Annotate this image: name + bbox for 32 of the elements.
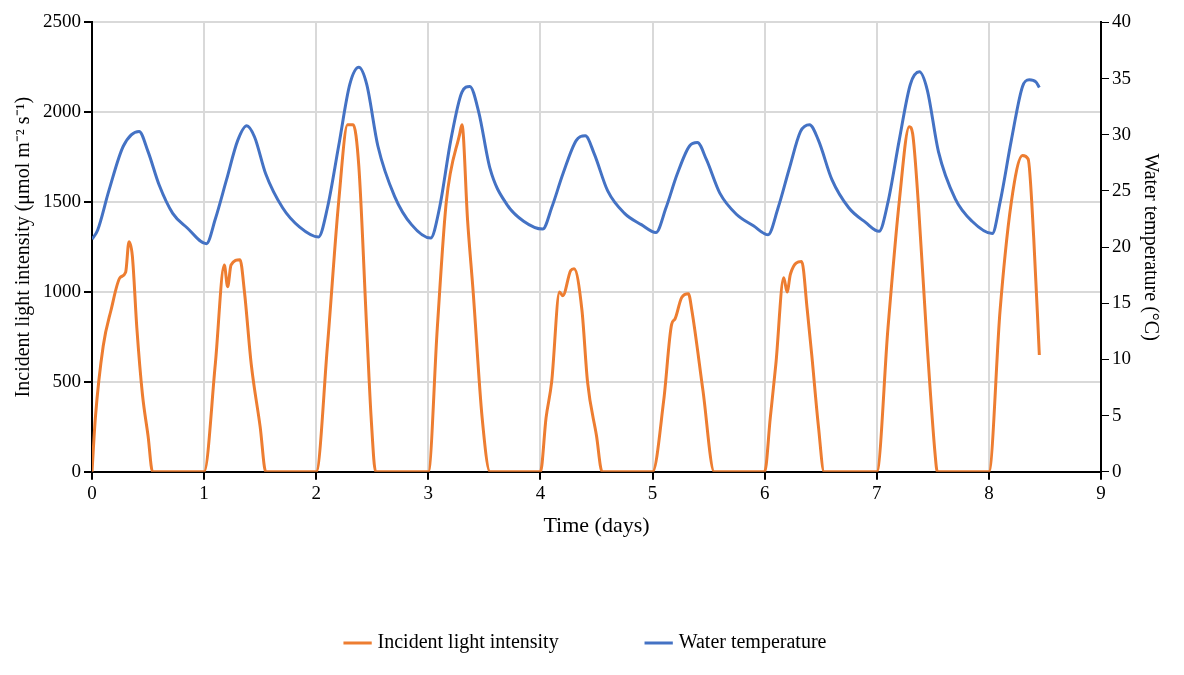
x-tick-label: 6 [759, 482, 770, 504]
x-axis-title: Time (days) [543, 511, 650, 537]
y2-tick-label: 25 [1112, 178, 1131, 200]
x-tick-label: 3 [423, 482, 434, 504]
y2-tick-label: 5 [1112, 403, 1122, 425]
x-tick-label: 5 [647, 482, 658, 504]
x-tick-label: 9 [1096, 482, 1106, 504]
x-tick-label: 8 [984, 482, 994, 504]
x-tick-label: 2 [311, 482, 321, 504]
y2-tick-label: 40 [1112, 10, 1131, 32]
y2-tick-label: 20 [1112, 235, 1131, 257]
y-tick-label: 2000 [43, 100, 81, 122]
y-tick-label: 2500 [43, 10, 81, 32]
y2-tick-label: 10 [1112, 347, 1131, 369]
y2-axis-title: Water temperature (°C) [1139, 153, 1163, 341]
y2-tick-label: 0 [1112, 459, 1122, 481]
legend-label: Incident light intensity [377, 630, 559, 654]
legend-label: Water temperature [678, 630, 827, 654]
y-tick-label: 1500 [43, 190, 81, 212]
y2-tick-label: 30 [1112, 122, 1131, 144]
y-tick-label: 500 [52, 369, 81, 391]
x-tick-label: 0 [87, 482, 97, 504]
x-tick-label: 7 [872, 482, 882, 504]
y2-tick-label: 15 [1112, 291, 1131, 313]
x-tick-label: 1 [199, 482, 209, 504]
line-series [92, 65, 1041, 246]
x-tick-label: 4 [535, 482, 546, 504]
y-tick-label: 0 [71, 459, 81, 481]
y2-tick-label: 35 [1112, 66, 1131, 88]
y-axis-title: Incident light intensity (μmol m⁻² s⁻¹) [11, 96, 35, 398]
y-tick-label: 1000 [43, 280, 81, 302]
line-series [92, 123, 1041, 472]
